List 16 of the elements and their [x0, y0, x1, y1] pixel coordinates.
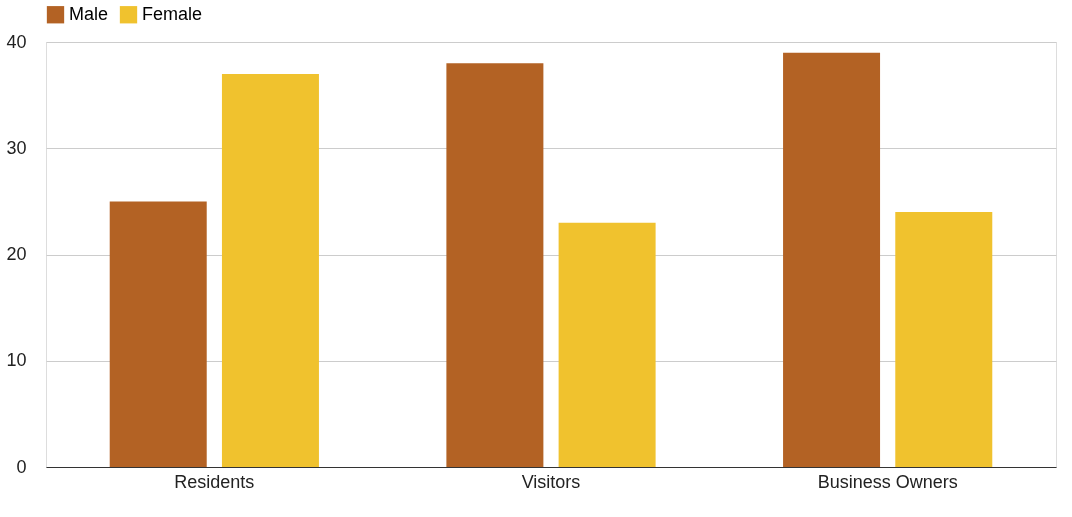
bar [221, 73, 319, 467]
bar [109, 201, 207, 467]
x-tick-label: Visitors [521, 471, 581, 492]
bar [446, 63, 544, 467]
y-tick-label: 20 [6, 244, 27, 264]
x-tick-label: Business Owners [817, 471, 958, 492]
y-tick-label: 10 [6, 350, 27, 371]
y-tick-label: 30 [6, 137, 27, 158]
y-tick-label: 0 [16, 456, 27, 477]
bar [558, 222, 656, 467]
legend-label: Male [69, 3, 109, 24]
bar [783, 52, 881, 467]
x-tick-label: Residents [174, 471, 255, 492]
y-tick-label: 40 [6, 31, 27, 52]
legend-label: Female [142, 3, 203, 24]
bar [895, 212, 993, 467]
